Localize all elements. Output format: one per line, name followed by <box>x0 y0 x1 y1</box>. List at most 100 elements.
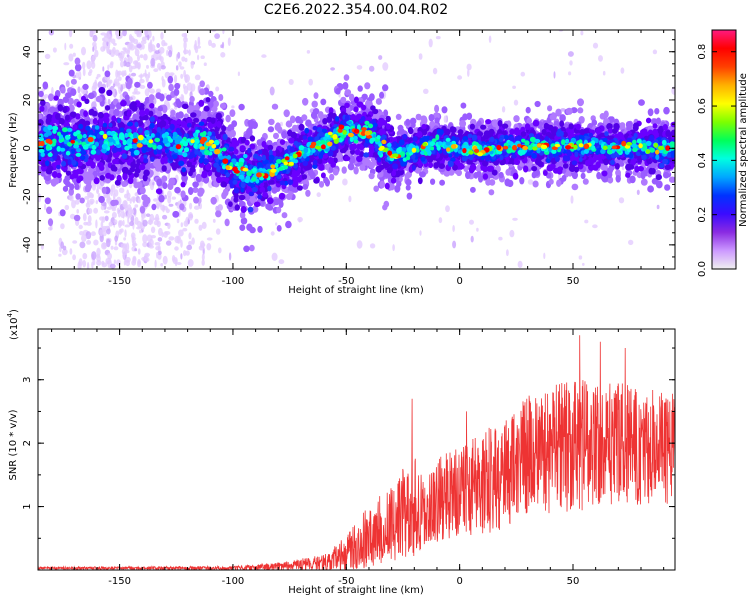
heatmap-cell <box>276 206 282 214</box>
heatmap-noise-cell <box>93 239 99 246</box>
heatmap-noise-cell <box>68 53 74 62</box>
heatmap-noise-cell <box>167 101 170 108</box>
heatmap-noise-cell <box>176 262 182 265</box>
heatmap-noise-cell <box>178 229 184 237</box>
heatmap-noise-cell <box>92 41 97 47</box>
heatmap-noise-cell <box>512 217 518 221</box>
heatmap-noise-cell <box>188 232 192 240</box>
heatmap-noise-cell <box>201 253 205 261</box>
heatmap-cell <box>405 179 412 186</box>
heatmap-noise-cell <box>91 251 97 260</box>
heatmap-cell <box>475 171 482 178</box>
heatmap-noise-cell <box>87 199 90 205</box>
heatmap-noise-cell <box>452 240 457 249</box>
heatmap-noise-cell <box>96 247 101 256</box>
heatmap-noise-cell <box>443 115 447 123</box>
heatmap-noise-cell <box>201 221 207 229</box>
heatmap-noise-cell <box>330 67 335 71</box>
heatmap-noise-cell <box>101 225 107 230</box>
heatmap-noise-cell <box>86 191 93 198</box>
heatmap-noise-cell <box>620 67 625 74</box>
heatmap-noise-cell <box>157 250 162 256</box>
heatmap-cell <box>144 162 151 170</box>
heatmap-noise-cell <box>77 86 81 94</box>
heatmap-noise-cell <box>200 55 205 59</box>
heatmap-noise-cell <box>156 43 161 48</box>
heatmap-cell <box>68 69 75 77</box>
heatmap-noise-cell <box>114 235 119 242</box>
heatmap-noise-cell <box>107 98 111 105</box>
heatmap-noise-cell <box>197 36 201 44</box>
heatmap-noise-cell <box>44 53 51 60</box>
heatmap-noise-cell <box>106 193 111 202</box>
heatmap-noise-cell <box>467 69 470 77</box>
heatmap-noise-cell <box>130 209 135 214</box>
heatmap-cell <box>205 97 211 103</box>
heatmap-noise-cell <box>122 219 125 226</box>
heatmap-noise-cell <box>275 222 278 226</box>
heatmap-cell <box>470 186 476 193</box>
heatmap-cell <box>174 82 181 90</box>
heatmap-noise-cell <box>208 39 212 46</box>
heatmap-cell <box>110 199 117 207</box>
heatmap-noise-cell <box>110 184 116 193</box>
heatmap-cell <box>148 169 154 177</box>
heatmap-noise-cell <box>106 79 111 87</box>
heatmap-noise-cell <box>82 68 86 77</box>
heatmap-noise-cell <box>130 72 137 77</box>
heatmap-noise-cell <box>438 217 443 224</box>
heatmap-noise-cell <box>156 251 159 259</box>
heatmap-cell <box>549 114 557 121</box>
heatmap-noise-cell <box>123 60 127 67</box>
heatmap-noise-cell <box>584 219 589 224</box>
heatmap-noise-cell <box>94 79 97 86</box>
heatmap-noise-cell <box>111 211 117 219</box>
heatmap-noise-cell <box>154 242 161 246</box>
heatmap-cell <box>561 174 567 182</box>
heatmap-cell <box>349 93 355 102</box>
heatmap-noise-cell <box>161 78 166 88</box>
heatmap-noise-cell <box>133 87 138 93</box>
heatmap-noise-cell <box>121 247 128 256</box>
heatmap-noise-cell <box>167 195 172 204</box>
heatmap-noise-cell <box>148 42 152 49</box>
heatmap-cell <box>434 117 440 124</box>
heatmap-noise-cell <box>142 234 148 244</box>
heatmap-noise-cell <box>512 85 516 90</box>
heatmap-noise-cell <box>112 83 116 88</box>
heatmap-cell <box>571 183 579 191</box>
heatmap-noise-cell <box>185 250 190 256</box>
heatmap-noise-cell <box>112 192 116 200</box>
heatmap-cell <box>249 244 255 252</box>
heatmap-cell <box>301 114 308 121</box>
heatmap-noise-cell <box>118 187 125 194</box>
heatmap-noise-cell <box>179 66 185 70</box>
heatmap-cell <box>279 139 286 146</box>
heatmap-noise-cell <box>144 69 147 79</box>
heatmap-cell <box>405 184 411 191</box>
heatmap-cell <box>274 123 281 131</box>
heatmap-noise-cell <box>513 99 519 106</box>
heatmap-cell <box>285 220 292 229</box>
heatmap-cell <box>148 94 155 101</box>
heatmap-noise-cell <box>183 40 187 50</box>
heatmap-noise-cell <box>121 72 127 76</box>
heatmap-noise-cell <box>220 52 226 58</box>
heatmap-cell <box>302 183 309 190</box>
heatmap-noise-cell <box>117 82 121 90</box>
heatmap-noise-cell <box>169 72 175 76</box>
heatmap-noise-cell <box>271 252 278 261</box>
heatmap-noise-cell <box>569 60 573 66</box>
heatmap-noise-cell <box>187 212 194 221</box>
heatmap-cell <box>82 83 89 90</box>
heatmap-noise-cell <box>628 239 634 246</box>
heatmap-noise-cell <box>105 257 112 265</box>
heatmap-noise-cell <box>171 196 176 200</box>
heatmap-noise-cell <box>79 231 84 236</box>
heatmap-noise-cell <box>104 215 109 222</box>
heatmap-noise-cell <box>178 61 182 67</box>
heatmap-noise-cell <box>160 65 166 70</box>
heatmap-noise-cell <box>82 213 87 222</box>
heatmap-cell <box>199 88 206 96</box>
heatmap-noise-cell <box>114 49 120 56</box>
